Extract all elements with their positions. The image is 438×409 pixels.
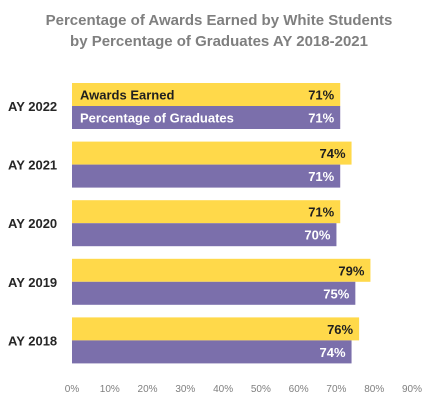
bar-awards-earned — [72, 200, 341, 224]
x-tick-label: 90% — [402, 384, 422, 395]
x-tick-label: 10% — [100, 384, 120, 395]
bar-percentage-of-graduates — [72, 340, 352, 364]
chart-title-line1: Percentage of Awards Earned by White Stu… — [45, 12, 393, 29]
category-label: AY 2018 — [8, 333, 57, 348]
bar-awards-earned — [72, 141, 352, 165]
data-label: 76% — [327, 322, 353, 337]
data-label: 79% — [338, 263, 364, 278]
data-label: 75% — [323, 286, 349, 301]
bar-percentage-of-graduates — [72, 106, 341, 129]
data-label: 71% — [308, 205, 334, 220]
bar-percentage-of-graduates — [72, 281, 356, 305]
x-tick-label: 0% — [65, 384, 80, 395]
legend-label: Awards Earned — [80, 88, 174, 103]
legend-label: Percentage of Graduates — [80, 111, 234, 126]
bar-awards-earned — [72, 83, 341, 106]
data-label: 71% — [308, 169, 334, 184]
bar-awards-earned — [72, 317, 360, 341]
data-label: 71% — [308, 88, 334, 103]
bar-percentage-of-graduates — [72, 223, 337, 247]
data-label: 74% — [320, 146, 346, 161]
data-label: 71% — [308, 111, 334, 126]
data-label: 70% — [304, 228, 330, 243]
data-label: 74% — [320, 345, 346, 360]
chart-title-line2: by Percentage of Graduates AY 2018-2021 — [70, 33, 368, 50]
x-tick-label: 40% — [213, 384, 233, 395]
bar-awards-earned — [72, 258, 371, 282]
bar-percentage-of-graduates — [72, 164, 341, 188]
x-tick-label: 70% — [326, 384, 346, 395]
category-label: AY 2020 — [8, 216, 57, 231]
category-label: AY 2019 — [8, 275, 57, 290]
x-tick-label: 80% — [364, 384, 384, 395]
x-tick-label: 50% — [251, 384, 271, 395]
category-label: AY 2021 — [8, 158, 57, 173]
category-label: AY 2022 — [8, 99, 57, 114]
x-tick-label: 20% — [138, 384, 158, 395]
chart-title: Percentage of Awards Earned by White Stu… — [0, 10, 438, 52]
x-tick-label: 30% — [175, 384, 195, 395]
x-tick-label: 60% — [289, 384, 309, 395]
